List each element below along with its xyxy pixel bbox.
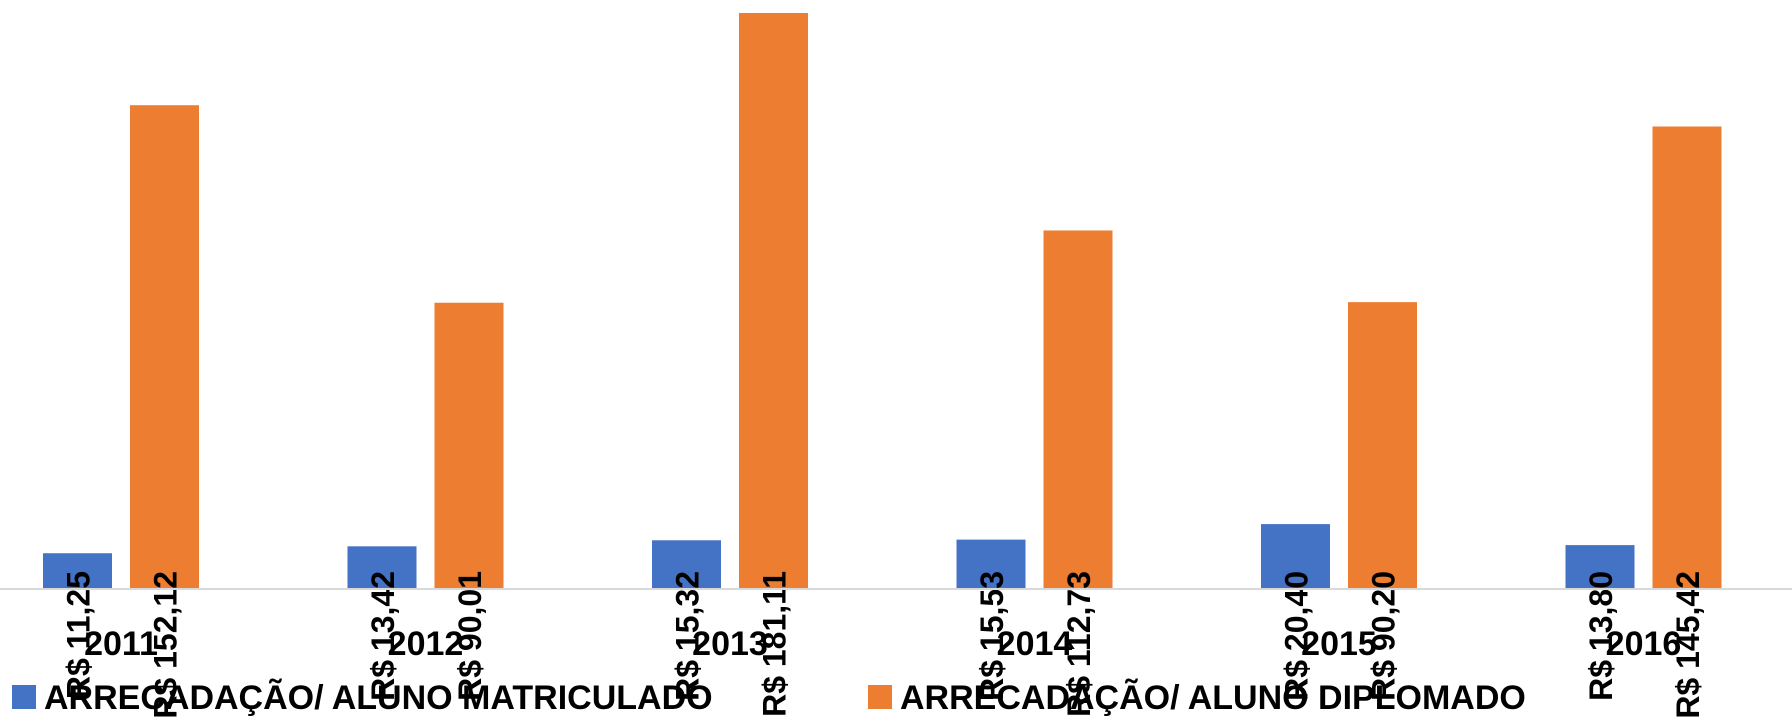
x-tick-label-2015: 2015 bbox=[1301, 625, 1377, 663]
legend-label-diplomado: ARRECADAÇÃO/ ALUNO DIPLOMADO bbox=[900, 679, 1526, 717]
data-label-matriculado-2014: R$ 15,53 bbox=[974, 571, 1010, 701]
legend: ARRECADAÇÃO/ ALUNO MATRICULADO ARRECADAÇÃ… bbox=[12, 679, 1526, 717]
data-labels-layer: R$ 11,25 R$ 152,12 R$ 13,42 R$ 90,01 R$ 15,3… bbox=[61, 571, 1707, 718]
x-tick-label-2014: 2014 bbox=[997, 625, 1073, 663]
x-tick-label-2012: 2012 bbox=[388, 625, 464, 663]
data-label-diplomado-2014: R$ 112,73 bbox=[1061, 571, 1097, 717]
data-label-matriculado-2013: R$ 15,32 bbox=[670, 571, 706, 701]
data-label-diplomado-2012: R$ 90,01 bbox=[452, 571, 488, 701]
bar-matriculado-2012 bbox=[347, 546, 417, 589]
x-tick-label-2011: 2011 bbox=[84, 625, 158, 663]
bar-matriculado-2013 bbox=[652, 540, 721, 589]
x-tick-label-2013: 2013 bbox=[692, 625, 768, 663]
data-label-matriculado-2011: R$ 11,25 bbox=[61, 571, 97, 699]
bar-matriculado-2016 bbox=[1565, 545, 1635, 589]
bar-diplomado-2012 bbox=[434, 302, 504, 589]
bar-matriculado-2014 bbox=[956, 539, 1026, 589]
bar-diplomado-2016 bbox=[1652, 126, 1722, 590]
legend-label-matriculado: ARRECADAÇÃO/ ALUNO MATRICULADO bbox=[44, 679, 713, 717]
data-label-diplomado-2016: R$ 145,42 bbox=[1670, 571, 1706, 718]
bar-diplomado-2014 bbox=[1043, 230, 1113, 589]
bar-diplomado-2015 bbox=[1348, 302, 1417, 589]
x-tick-labels-layer: 2011 2012 2013 2014 2015 2016 bbox=[84, 625, 1681, 663]
data-label-matriculado-2012: R$ 13,42 bbox=[365, 571, 401, 701]
legend-swatch-matriculado bbox=[12, 685, 36, 709]
bar-matriculado-2015 bbox=[1261, 524, 1330, 589]
data-label-diplomado-2015: R$ 90,20 bbox=[1366, 571, 1402, 701]
bar-matriculado-2011 bbox=[43, 553, 112, 589]
bar-diplomado-2011 bbox=[130, 105, 199, 590]
bars-layer bbox=[43, 13, 1722, 590]
data-label-matriculado-2016: R$ 13,80 bbox=[1583, 571, 1619, 701]
bar-diplomado-2013 bbox=[739, 13, 808, 589]
data-label-matriculado-2015: R$ 20,40 bbox=[1279, 571, 1315, 701]
data-label-diplomado-2011: R$ 152,12 bbox=[148, 571, 184, 718]
legend-swatch-diplomado bbox=[868, 685, 892, 709]
data-label-diplomado-2013: R$ 181,11 bbox=[757, 571, 793, 717]
x-tick-label-2016: 2016 bbox=[1606, 625, 1682, 663]
